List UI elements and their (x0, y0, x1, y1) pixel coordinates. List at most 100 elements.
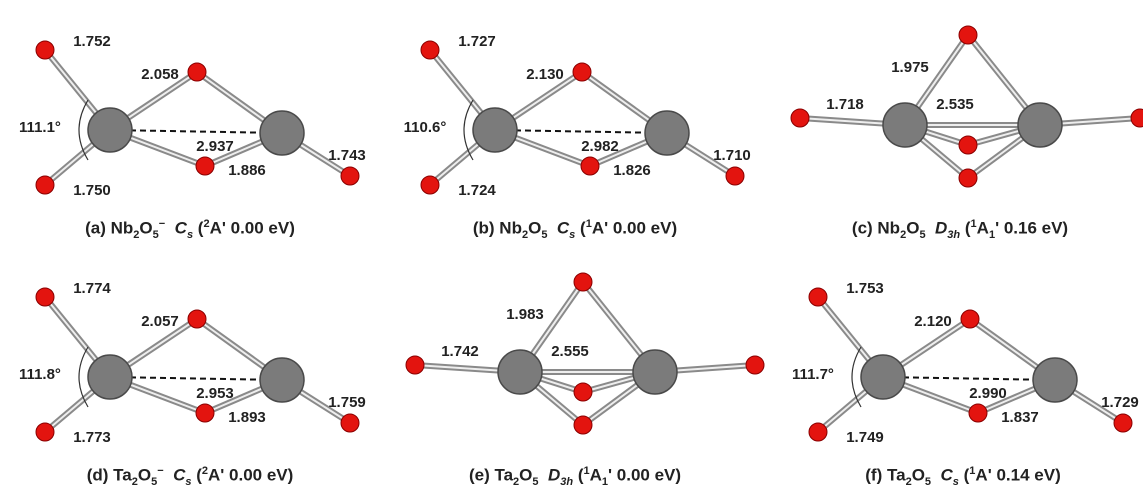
caption-part: A (590, 466, 602, 485)
oxygen-atom (959, 169, 977, 187)
bond-label: 1.749 (846, 429, 884, 446)
angle-label: 111.8° (19, 366, 61, 383)
caption-part: C (931, 466, 953, 485)
bond-label: 1.983 (506, 306, 544, 323)
oxygen-atom (961, 310, 979, 328)
caption-part: 5 (151, 476, 157, 488)
caption-part: O (906, 219, 919, 238)
bond-label: 1.753 (846, 280, 884, 297)
bond-label: 1.837 (1001, 409, 1039, 426)
caption-part: A (977, 219, 989, 238)
metal-atom (88, 355, 132, 399)
caption-part: ' 0.00 eV) (608, 466, 681, 485)
bond-label: 1.718 (826, 96, 864, 113)
bond-label: 1.759 (328, 394, 366, 411)
caption-part: D (926, 219, 948, 238)
caption-part: A' 0.14 eV) (975, 466, 1060, 485)
caption-part: 3h (947, 229, 960, 241)
bond-label: 2.058 (141, 66, 179, 83)
caption-part: (a) Nb (85, 219, 133, 238)
metal-atom (645, 111, 689, 155)
bond-label: 1.752 (73, 33, 111, 50)
bond-label: 2.130 (526, 66, 564, 83)
oxygen-atom (36, 41, 54, 59)
caption-part: O (912, 466, 925, 485)
caption-part: ( (573, 466, 583, 485)
oxygen-atom (406, 356, 424, 374)
bond-label: 1.727 (458, 33, 496, 50)
bond-label: 2.535 (936, 96, 974, 113)
bond-label: 1.724 (458, 182, 496, 199)
oxygen-atom (36, 423, 54, 441)
bond-label: 1.886 (228, 162, 266, 179)
angle-label: 111.7° (792, 366, 834, 383)
metal-metal-distance (110, 377, 282, 380)
oxygen-atom (574, 273, 592, 291)
bond-label: 2.057 (141, 313, 179, 330)
oxygen-atom (188, 63, 206, 81)
oxygen-atom (188, 310, 206, 328)
oxygen-atom (341, 414, 359, 432)
angle-label: 111.1° (19, 119, 61, 136)
caption: (d) Ta2O5− Cs (2A' 0.00 eV) (0, 465, 380, 488)
metal-atom (473, 108, 517, 152)
caption-part: 5 (153, 229, 159, 241)
bond-label: 2.953 (196, 385, 234, 402)
caption-part: ( (959, 466, 969, 485)
oxygen-atom (726, 167, 744, 185)
caption: (b) Nb2O5 Cs (1A' 0.00 eV) (385, 218, 765, 241)
oxygen-atom (1131, 109, 1143, 127)
figure: 111.1°1.7522.0582.9371.8861.7431.750110.… (0, 0, 1143, 489)
caption-part: ( (575, 219, 585, 238)
bond-label: 1.710 (713, 147, 751, 164)
caption-part: ( (960, 219, 970, 238)
oxygen-atom (959, 136, 977, 154)
oxygen-atom (421, 176, 439, 194)
caption-part: O (138, 466, 151, 485)
caption-part: C (547, 219, 569, 238)
metal-atom (861, 355, 905, 399)
metal-atom (883, 103, 927, 147)
bond-label: 1.729 (1101, 394, 1139, 411)
oxygen-atom (196, 404, 214, 422)
metal-atom (1033, 358, 1077, 402)
metal-atom (88, 108, 132, 152)
caption: (f) Ta2O5 Cs (1A' 0.14 eV) (773, 465, 1143, 488)
bond-label: 2.937 (196, 138, 234, 155)
metal-atom (633, 350, 677, 394)
oxygen-atom (341, 167, 359, 185)
caption-part: C (164, 466, 186, 485)
oxygen-atom (421, 41, 439, 59)
oxygen-atom (1114, 414, 1132, 432)
bond-label: 1.773 (73, 429, 111, 446)
bond-label: 2.982 (581, 138, 619, 155)
oxygen-atom (791, 109, 809, 127)
caption-part: 3h (560, 476, 573, 488)
caption-part: A' 0.00 eV) (210, 219, 295, 238)
metal-metal-distance (110, 130, 282, 133)
oxygen-atom (959, 26, 977, 44)
caption-part: A' 0.00 eV) (592, 219, 677, 238)
oxygen-atom (573, 63, 591, 81)
caption-part: (f) Ta (865, 466, 905, 485)
bond-label: 1.750 (73, 182, 111, 199)
metal-metal-distance (495, 130, 667, 133)
caption-part: C (165, 219, 187, 238)
oxygen-atom (574, 416, 592, 434)
caption-part: ' 0.16 eV) (995, 219, 1068, 238)
bond-label: 1.826 (613, 162, 651, 179)
caption: (e) Ta2O5 D3h (1A1' 0.00 eV) (385, 465, 765, 488)
caption-part: (c) Nb (852, 219, 900, 238)
caption-part: (b) Nb (473, 219, 522, 238)
caption-part: (e) Ta (469, 466, 513, 485)
metal-atom (260, 358, 304, 402)
bond-label: 2.555 (551, 343, 589, 360)
oxygen-atom (574, 383, 592, 401)
metal-metal-distance (883, 377, 1055, 380)
caption-part: D (539, 466, 561, 485)
oxygen-atom (36, 176, 54, 194)
oxygen-atom (36, 288, 54, 306)
angle-label: 110.6° (404, 119, 447, 136)
caption: (c) Nb2O5 D3h (1A1' 0.16 eV) (770, 218, 1143, 241)
oxygen-atom (196, 157, 214, 175)
